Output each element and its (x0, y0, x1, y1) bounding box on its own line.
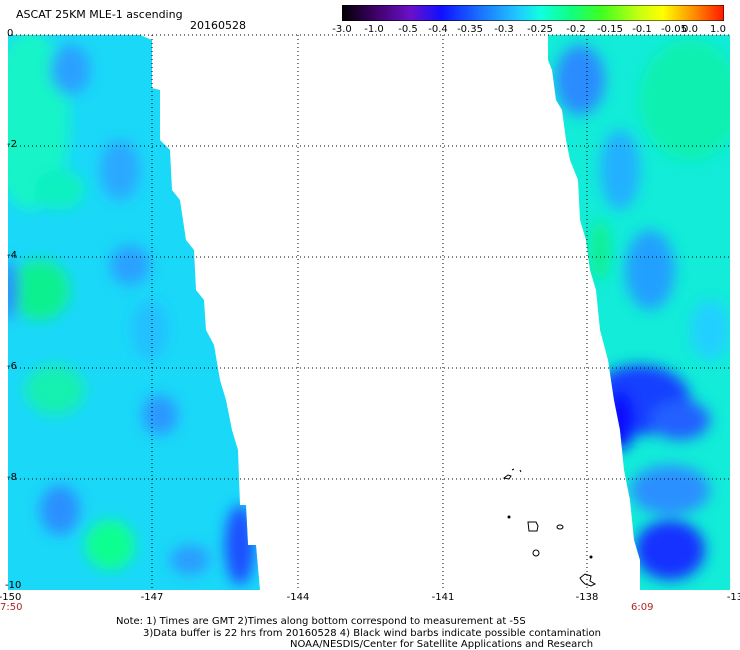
colorbar-ticks: -3.0 -1.0 -0.5 -0.4 -0.35 -0.3 -0.25 -0.… (330, 24, 730, 36)
x-tick-label: -150 (0, 592, 22, 603)
left-swath (8, 35, 260, 590)
colorbar-tick: -1.0 (364, 24, 384, 35)
y-tick-label: -10 (5, 580, 22, 591)
colorbar-tick: -0.35 (457, 24, 483, 35)
x-tick-label: -144 (286, 592, 310, 603)
colorbar-tick: -3.0 (332, 24, 352, 35)
x-tick-label: -138 (575, 592, 599, 603)
x-tick-label: -13 (726, 592, 740, 603)
map-grid (8, 34, 730, 590)
colorbar-tick: -0.25 (527, 24, 553, 35)
time-right: 6:09 (631, 602, 654, 613)
colorbar-tick: 0.0 (682, 24, 698, 35)
time-left: 7:50 (0, 602, 23, 613)
colorbar-tick: -0.1 (632, 24, 652, 35)
y-tick-label: -6 (7, 361, 17, 372)
y-tick-label: 0 (7, 28, 14, 39)
note-line-3: NOAA/NESDIS/Center for Satellite Applica… (290, 639, 594, 650)
note-line-1: Note: 1) Times are GMT 2)Times along bot… (116, 616, 526, 627)
colorbar-tick: -0.05 (661, 24, 687, 35)
colorbar-tick: 1.0 (710, 24, 726, 35)
colorbar-tick: -0.4 (428, 24, 448, 35)
map-title: ASCAT 25KM MLE-1 ascending (16, 8, 183, 21)
y-tick-label: -8 (7, 472, 17, 483)
colorbar (342, 5, 724, 21)
colorbar-tick: -0.5 (398, 24, 418, 35)
colorbar-tick: -0.15 (597, 24, 623, 35)
y-tick-label: -4 (7, 250, 17, 261)
islands (502, 468, 597, 587)
note-line-2: 3)Data buffer is 22 hrs from 20160528 4)… (143, 628, 601, 639)
map-date: 20160528 (190, 19, 246, 32)
y-tick-label: -2 (7, 139, 17, 150)
x-tick-label: -141 (431, 592, 455, 603)
right-swath (548, 35, 730, 590)
x-tick-label: -147 (140, 592, 164, 603)
colorbar-tick: -0.3 (494, 24, 514, 35)
colorbar-tick: -0.2 (566, 24, 586, 35)
